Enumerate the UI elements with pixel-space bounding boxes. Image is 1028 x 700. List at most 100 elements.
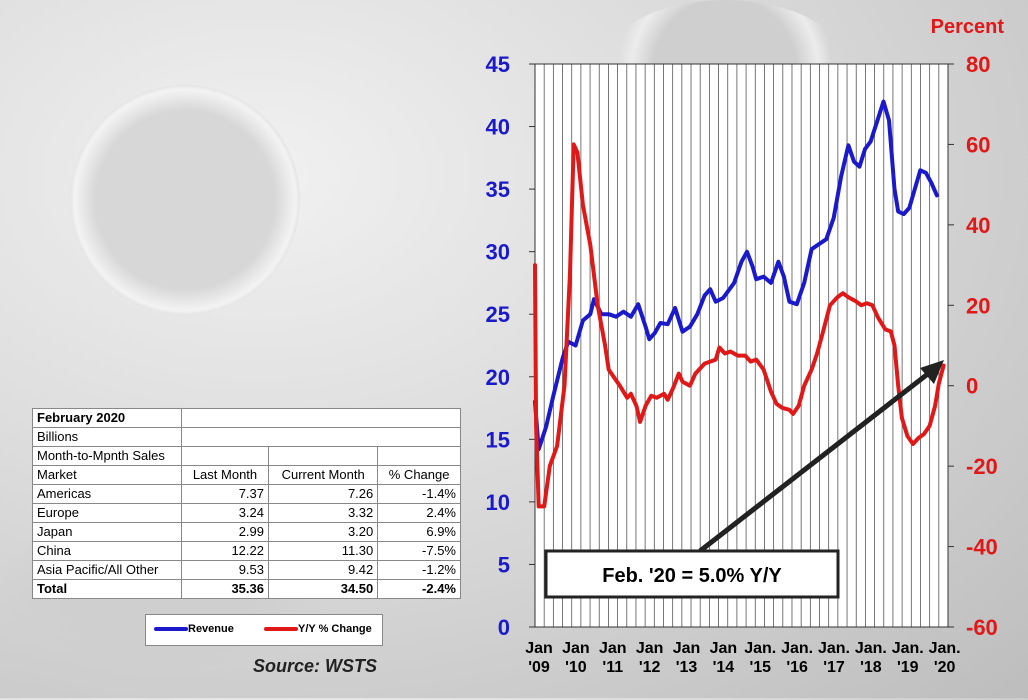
x-tick-label: '15 — [749, 659, 771, 676]
x-tick-label: Jan — [636, 640, 664, 657]
legend-label-yoy: Y/Y % Change — [298, 623, 372, 635]
table-cell-empty — [181, 408, 461, 428]
table-cell: Americas — [32, 484, 182, 504]
right-tick-label: 0 — [966, 374, 978, 399]
x-tick-label: '13 — [676, 659, 698, 676]
table-cell: 12.22 — [181, 541, 269, 561]
table-row: Japan 2.99 3.20 6.9% — [32, 522, 461, 542]
x-tick-label: Jan. — [744, 640, 776, 657]
x-tick-label: '19 — [897, 659, 919, 676]
plot-area — [535, 64, 948, 627]
table-row: Asia Pacific/All Other 9.53 9.42 -1.2% — [32, 560, 461, 580]
x-axis-ticks: Jan '09 Jan '10 Jan '11 Jan '12 Jan '13 Jan '14 Jan.… — [525, 640, 960, 676]
left-tick-label: 35 — [486, 177, 510, 202]
right-axis-title: Percent — [931, 16, 1005, 38]
x-tick-label: Jan — [599, 640, 627, 657]
table-title: February 2020 — [32, 408, 182, 428]
table-total-row: Total 35.36 34.50 -2.4% — [32, 579, 461, 599]
table-cell: 3.24 — [181, 503, 269, 523]
revenue-line — [533, 99, 939, 452]
x-tick-label: Jan — [562, 640, 590, 657]
table-cell-empty — [267, 446, 379, 466]
table-row: Europe 3.24 3.32 2.4% — [32, 503, 461, 523]
left-tick-label: 45 — [486, 52, 510, 77]
table-subtitle: Month-to-Mpnth Sales — [32, 446, 182, 466]
table-cell: 9.42 — [267, 560, 379, 580]
table-cell: 3.32 — [267, 503, 379, 523]
x-tick-label: '10 — [565, 659, 587, 676]
table-cell: 3.20 — [267, 522, 379, 542]
source-note: Source: WSTS — [253, 656, 378, 676]
right-tick-label: -20 — [966, 454, 998, 479]
x-tick-label: Jan. — [855, 640, 887, 657]
table-cell: 11.30 — [267, 541, 379, 561]
table-cell: 7.26 — [267, 484, 379, 504]
annotation-text: Feb. '20 = 5.0% Y/Y — [602, 565, 782, 587]
table-cell-empty — [181, 427, 461, 447]
table-cell: Japan — [32, 522, 182, 542]
x-tick-label: Jan. — [929, 640, 961, 657]
legend-swatch-yoy — [264, 627, 298, 631]
left-tick-label: 10 — [486, 490, 510, 515]
table-cell: 2.4% — [377, 503, 461, 523]
table-unit: Billions — [32, 427, 182, 447]
table-cell: China — [32, 541, 182, 561]
legend-label-revenue: Revenue — [188, 623, 234, 635]
table-cell: 7.37 — [181, 484, 269, 504]
left-tick-label: 40 — [486, 115, 510, 140]
annotation-box — [544, 549, 840, 599]
table-cell: -1.4% — [377, 484, 461, 504]
annotation: Feb. '20 = 5.0% Y/Y — [544, 360, 944, 599]
left-tick-label: 30 — [486, 240, 510, 265]
x-tick-label: '11 — [602, 659, 623, 676]
x-tick-label: Jan — [525, 640, 553, 657]
table-header: % Change — [377, 465, 461, 485]
yoy-change-line — [533, 142, 946, 509]
x-tick-label: Jan. — [818, 640, 850, 657]
table-cell: Asia Pacific/All Other — [32, 560, 182, 580]
table-cell-empty — [181, 446, 269, 466]
annotation-arrowhead — [920, 360, 944, 384]
table-title-row: February 2020 — [32, 408, 461, 428]
table-cell: 6.9% — [377, 522, 461, 542]
x-tick-label: '12 — [639, 659, 661, 676]
x-tick-label: '18 — [860, 659, 882, 676]
table-cell: Total — [32, 579, 182, 599]
right-tick-label: -60 — [966, 615, 998, 640]
table-header: Last Month — [181, 465, 269, 485]
left-tick-label: 5 — [498, 552, 510, 577]
x-tick-label: '16 — [786, 659, 808, 676]
right-tick-label: 60 — [966, 132, 990, 157]
left-tick-label: 0 — [498, 615, 510, 640]
background-circle — [70, 85, 300, 315]
table-cell: Europe — [32, 503, 182, 523]
x-tick-label: '14 — [713, 659, 735, 676]
x-tick-label: Jan. — [892, 640, 924, 657]
left-axis-ticks: 0 5 10 15 20 25 30 35 40 45 — [486, 52, 535, 640]
table-cell: 2.99 — [181, 522, 269, 542]
right-axis-ticks: -60 -40 -20 0 20 40 60 80 — [948, 52, 998, 640]
legend: Revenue Y/Y % Change — [145, 614, 383, 646]
right-tick-label: 80 — [966, 52, 990, 77]
x-tick-label: Jan. — [781, 640, 813, 657]
annotation-arrow — [698, 364, 940, 553]
table-header-row: Market Last Month Current Month % Change — [32, 465, 461, 485]
left-tick-label: 25 — [486, 302, 510, 327]
x-tick-label: '09 — [528, 659, 550, 676]
table-row: Americas 7.37 7.26 -1.4% — [32, 484, 461, 504]
x-tick-label: '17 — [823, 659, 845, 676]
left-tick-label: 15 — [486, 427, 510, 452]
table-unit-row: Billions — [32, 427, 461, 447]
table-header: Current Month — [267, 465, 379, 485]
table-cell: -1.2% — [377, 560, 461, 580]
left-tick-label: 20 — [486, 365, 510, 390]
x-tick-label: Jan — [710, 640, 738, 657]
table-cell: 35.36 — [181, 579, 269, 599]
legend-item-revenue: Revenue — [154, 623, 234, 635]
table-header: Market — [32, 465, 182, 485]
right-tick-label: 40 — [966, 213, 990, 238]
table-subtitle-row: Month-to-Mpnth Sales — [32, 446, 461, 466]
right-tick-label: 20 — [966, 293, 990, 318]
x-tick-label: '20 — [934, 659, 956, 676]
